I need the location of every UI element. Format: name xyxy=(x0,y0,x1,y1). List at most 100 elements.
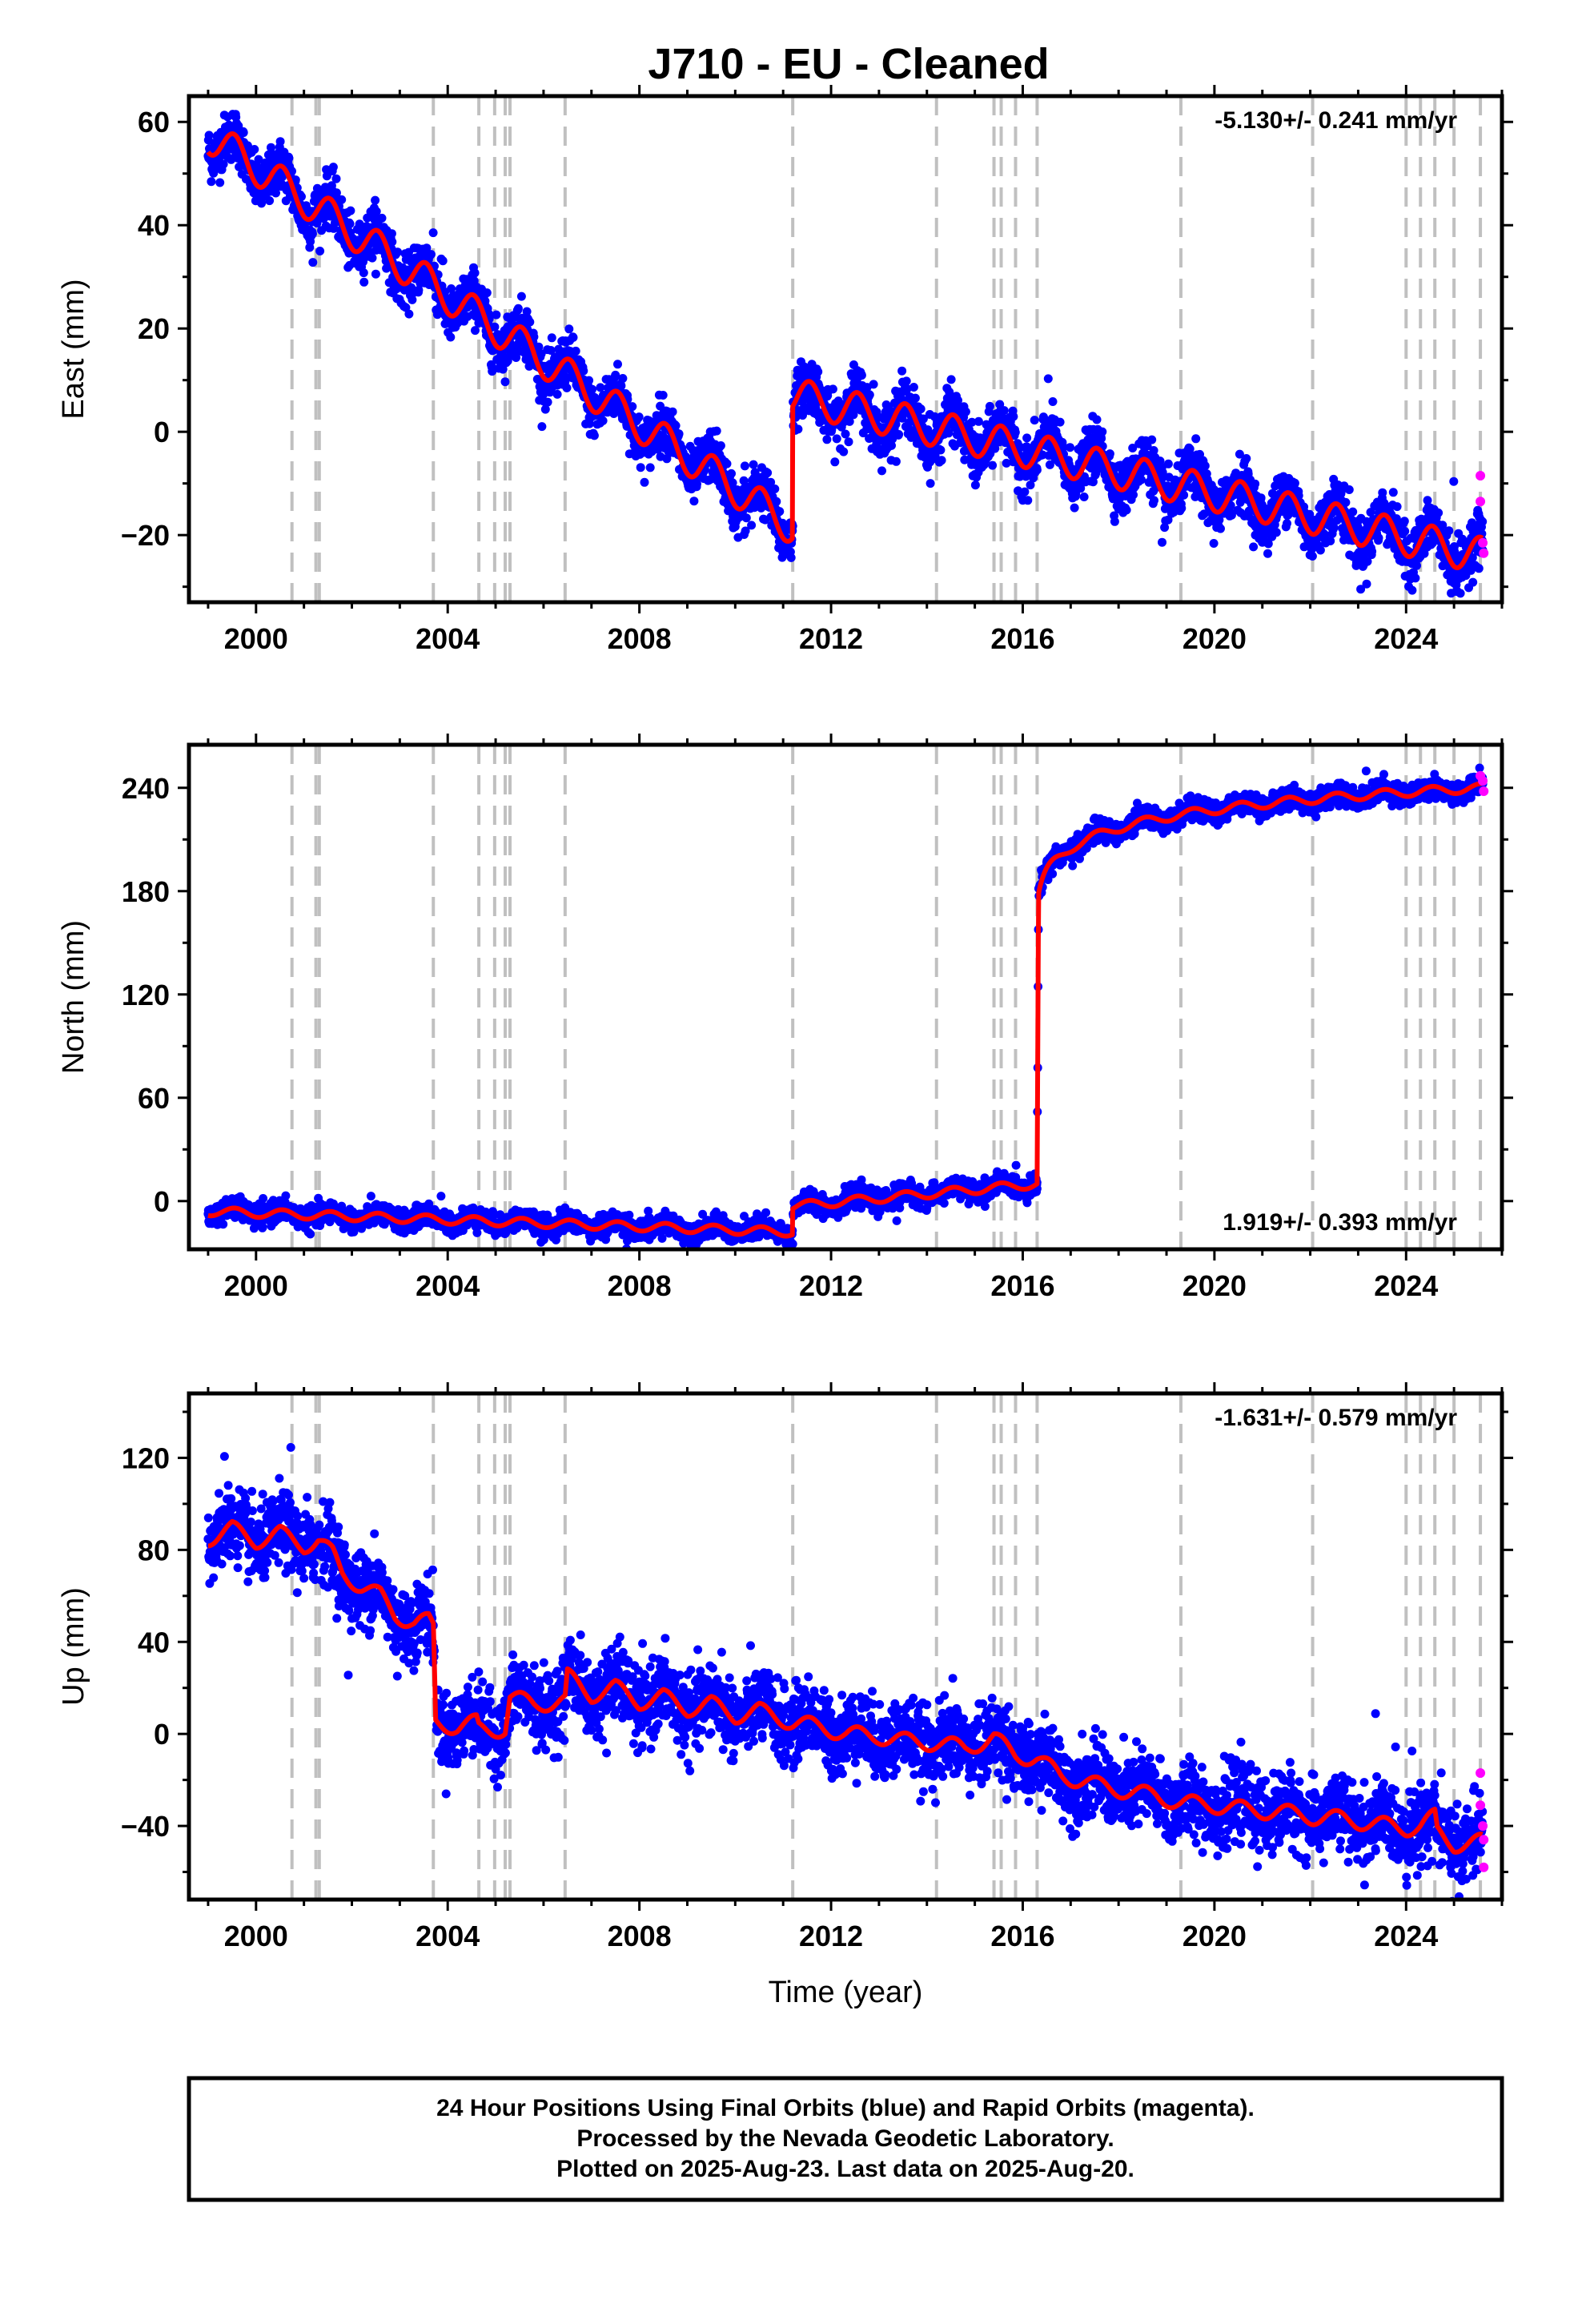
final-orbit-point xyxy=(1315,545,1325,555)
final-orbit-point xyxy=(937,456,946,465)
final-orbit-point xyxy=(909,383,918,392)
final-orbit-point xyxy=(1438,561,1447,571)
final-orbit-point xyxy=(1468,577,1478,587)
final-orbit-point xyxy=(1388,488,1398,497)
final-orbit-point xyxy=(1341,497,1351,507)
velocity-label: -5.130+/- 0.241 mm/yr xyxy=(1215,107,1457,134)
final-orbit-point xyxy=(1456,589,1465,598)
final-orbit-point xyxy=(407,283,416,292)
final-orbit-point xyxy=(258,1222,267,1232)
final-orbit-point xyxy=(239,128,248,138)
final-orbit-point xyxy=(387,229,396,239)
final-orbit-point xyxy=(540,404,550,414)
final-orbit-point xyxy=(1434,508,1443,517)
final-orbit-points xyxy=(203,763,1488,1249)
final-orbit-point xyxy=(1098,427,1107,436)
final-orbit-point xyxy=(275,137,285,147)
final-orbit-point xyxy=(894,430,904,439)
final-orbit-point xyxy=(281,1191,291,1200)
y-tick-label: 20 xyxy=(138,312,170,345)
final-orbit-point xyxy=(1367,547,1377,557)
final-orbit-point xyxy=(869,380,878,389)
final-orbit-point xyxy=(946,375,956,384)
x-tick-label: 2024 xyxy=(1374,622,1438,655)
y-axis-label: East (mm) xyxy=(57,279,90,419)
final-orbit-point xyxy=(1147,435,1157,444)
final-orbit-point xyxy=(571,346,580,356)
final-orbit-point xyxy=(926,479,935,489)
final-orbit-point xyxy=(1242,454,1251,463)
final-orbit-point xyxy=(562,383,572,392)
final-orbit-point xyxy=(207,177,216,187)
final-orbit-point xyxy=(522,307,532,316)
final-orbit-point xyxy=(1079,493,1089,501)
final-orbit-point xyxy=(763,468,773,477)
final-orbit-point xyxy=(1163,459,1173,468)
x-tick-label: 2020 xyxy=(1182,622,1247,655)
final-orbit-point xyxy=(839,447,849,456)
final-orbit-point xyxy=(291,175,300,185)
final-orbit-point xyxy=(988,460,998,470)
final-orbit-point xyxy=(428,228,438,238)
final-orbit-point xyxy=(693,479,701,489)
final-orbit-point xyxy=(513,304,523,313)
final-orbit-point xyxy=(337,195,347,204)
final-orbit-point xyxy=(636,463,645,472)
final-orbit-point xyxy=(315,247,325,255)
final-orbit-point xyxy=(961,407,970,416)
final-orbit-point xyxy=(613,360,622,369)
final-orbit-point xyxy=(1048,397,1058,406)
final-orbit-point xyxy=(668,407,677,416)
final-orbit-point xyxy=(1110,517,1119,526)
final-orbit-point xyxy=(616,381,626,391)
final-orbit-point xyxy=(1474,564,1484,573)
final-orbit-point xyxy=(284,154,294,163)
final-orbit-point xyxy=(828,384,837,394)
final-orbit-point xyxy=(490,322,500,332)
final-orbit-point xyxy=(753,475,762,485)
final-orbit-point xyxy=(1209,539,1219,548)
final-orbit-point xyxy=(537,422,547,432)
final-orbit-point xyxy=(712,426,721,436)
y-tick-label: 0 xyxy=(154,416,170,448)
final-orbit-point xyxy=(529,332,539,342)
final-orbit-point xyxy=(353,225,363,235)
final-orbit-point xyxy=(359,257,367,267)
final-orbit-point xyxy=(543,397,552,407)
final-orbit-point xyxy=(568,332,578,342)
final-orbit-point xyxy=(634,412,644,422)
y-tick-label: 40 xyxy=(138,209,170,242)
final-orbit-point xyxy=(1105,449,1114,459)
final-orbit-point xyxy=(741,513,751,523)
final-orbit-point xyxy=(579,366,588,376)
final-orbit-point xyxy=(1362,579,1371,589)
final-orbit-point xyxy=(377,213,387,223)
final-orbit-point xyxy=(1009,412,1018,421)
rapid-orbit-point xyxy=(1476,497,1486,507)
final-orbit-point xyxy=(1348,507,1358,517)
final-orbit-point xyxy=(775,507,785,517)
final-orbit-point xyxy=(560,376,570,385)
final-orbit-point xyxy=(786,553,796,562)
final-orbit-point xyxy=(1399,517,1409,526)
final-orbit-point xyxy=(865,390,874,400)
final-orbit-point xyxy=(414,285,424,295)
final-orbit-point xyxy=(1344,485,1354,494)
final-orbit-point xyxy=(1191,434,1201,444)
final-orbit-point xyxy=(618,374,628,383)
final-orbit-point xyxy=(1449,476,1459,486)
final-orbit-point xyxy=(446,332,456,342)
final-orbit-point xyxy=(891,456,901,466)
final-orbit-point xyxy=(635,449,644,459)
final-orbit-point xyxy=(1082,427,1092,436)
final-orbit-point xyxy=(538,384,548,393)
final-orbit-point xyxy=(366,1192,375,1201)
final-orbit-point xyxy=(749,460,758,469)
final-orbit-point xyxy=(689,497,699,506)
final-orbit-point xyxy=(1374,533,1383,543)
final-orbit-point xyxy=(564,324,574,334)
final-orbit-point xyxy=(215,178,225,187)
final-orbit-point xyxy=(470,268,480,278)
y-tick-label: −20 xyxy=(121,519,170,552)
